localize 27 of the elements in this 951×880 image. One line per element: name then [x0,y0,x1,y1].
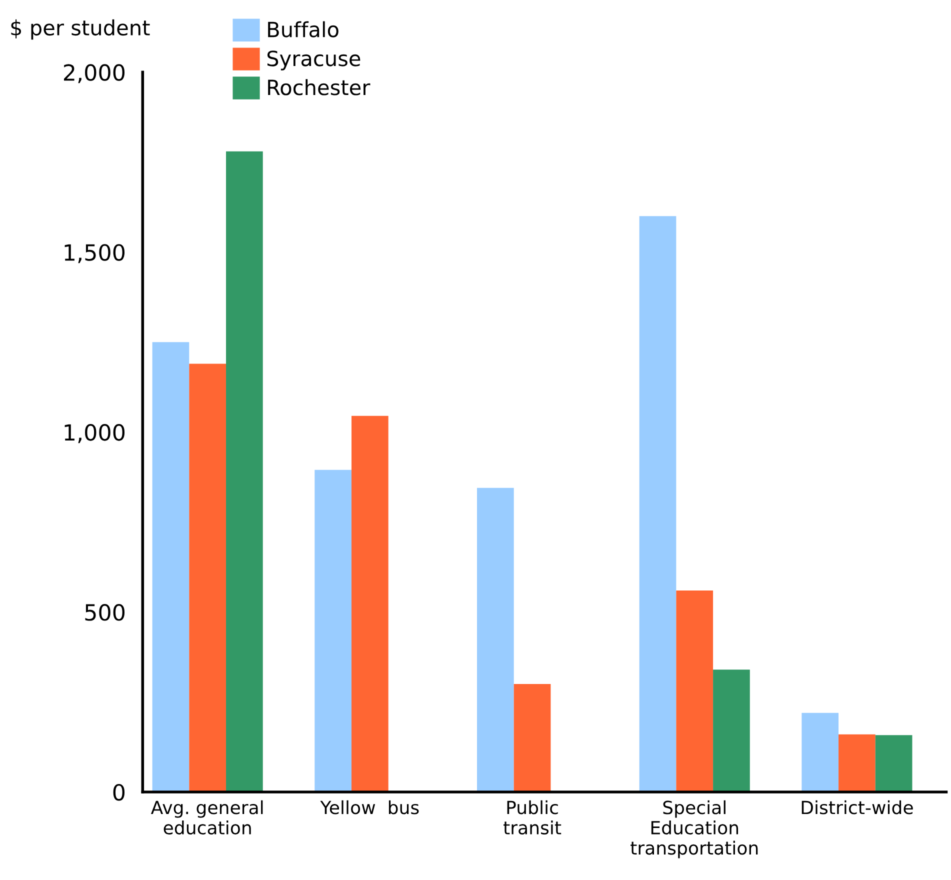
bar [676,590,714,792]
bar [189,364,226,792]
bar [476,488,514,792]
bar [152,342,190,792]
bar [352,416,388,792]
legend-label: Rochester [268,79,370,96]
x-tick-label: Public transit [504,800,562,835]
bar [875,735,912,792]
bar [314,470,352,792]
y-tick-label: 1,500 [64,244,125,264]
bar [226,151,263,792]
bar [802,712,839,792]
bar [514,684,551,792]
y-tick-label: 0 [113,784,125,801]
y-axis-title: $ per student [11,19,150,40]
bar [639,216,676,792]
x-tick-label: Yellow bus [320,800,419,814]
x-tick-label: Special Education transportation [630,800,758,858]
bar [838,734,876,792]
x-tick-label: District-wide [802,800,913,814]
y-tick-label: 1,000 [64,424,125,444]
y-tick-label: 500 [85,604,125,621]
bar [713,670,750,792]
legend-label: Syracuse [267,50,360,70]
x-tick-label: Avg. general education [150,800,263,835]
y-tick-label: 2,000 [64,64,125,84]
legend-label: Buffalo [268,21,338,38]
